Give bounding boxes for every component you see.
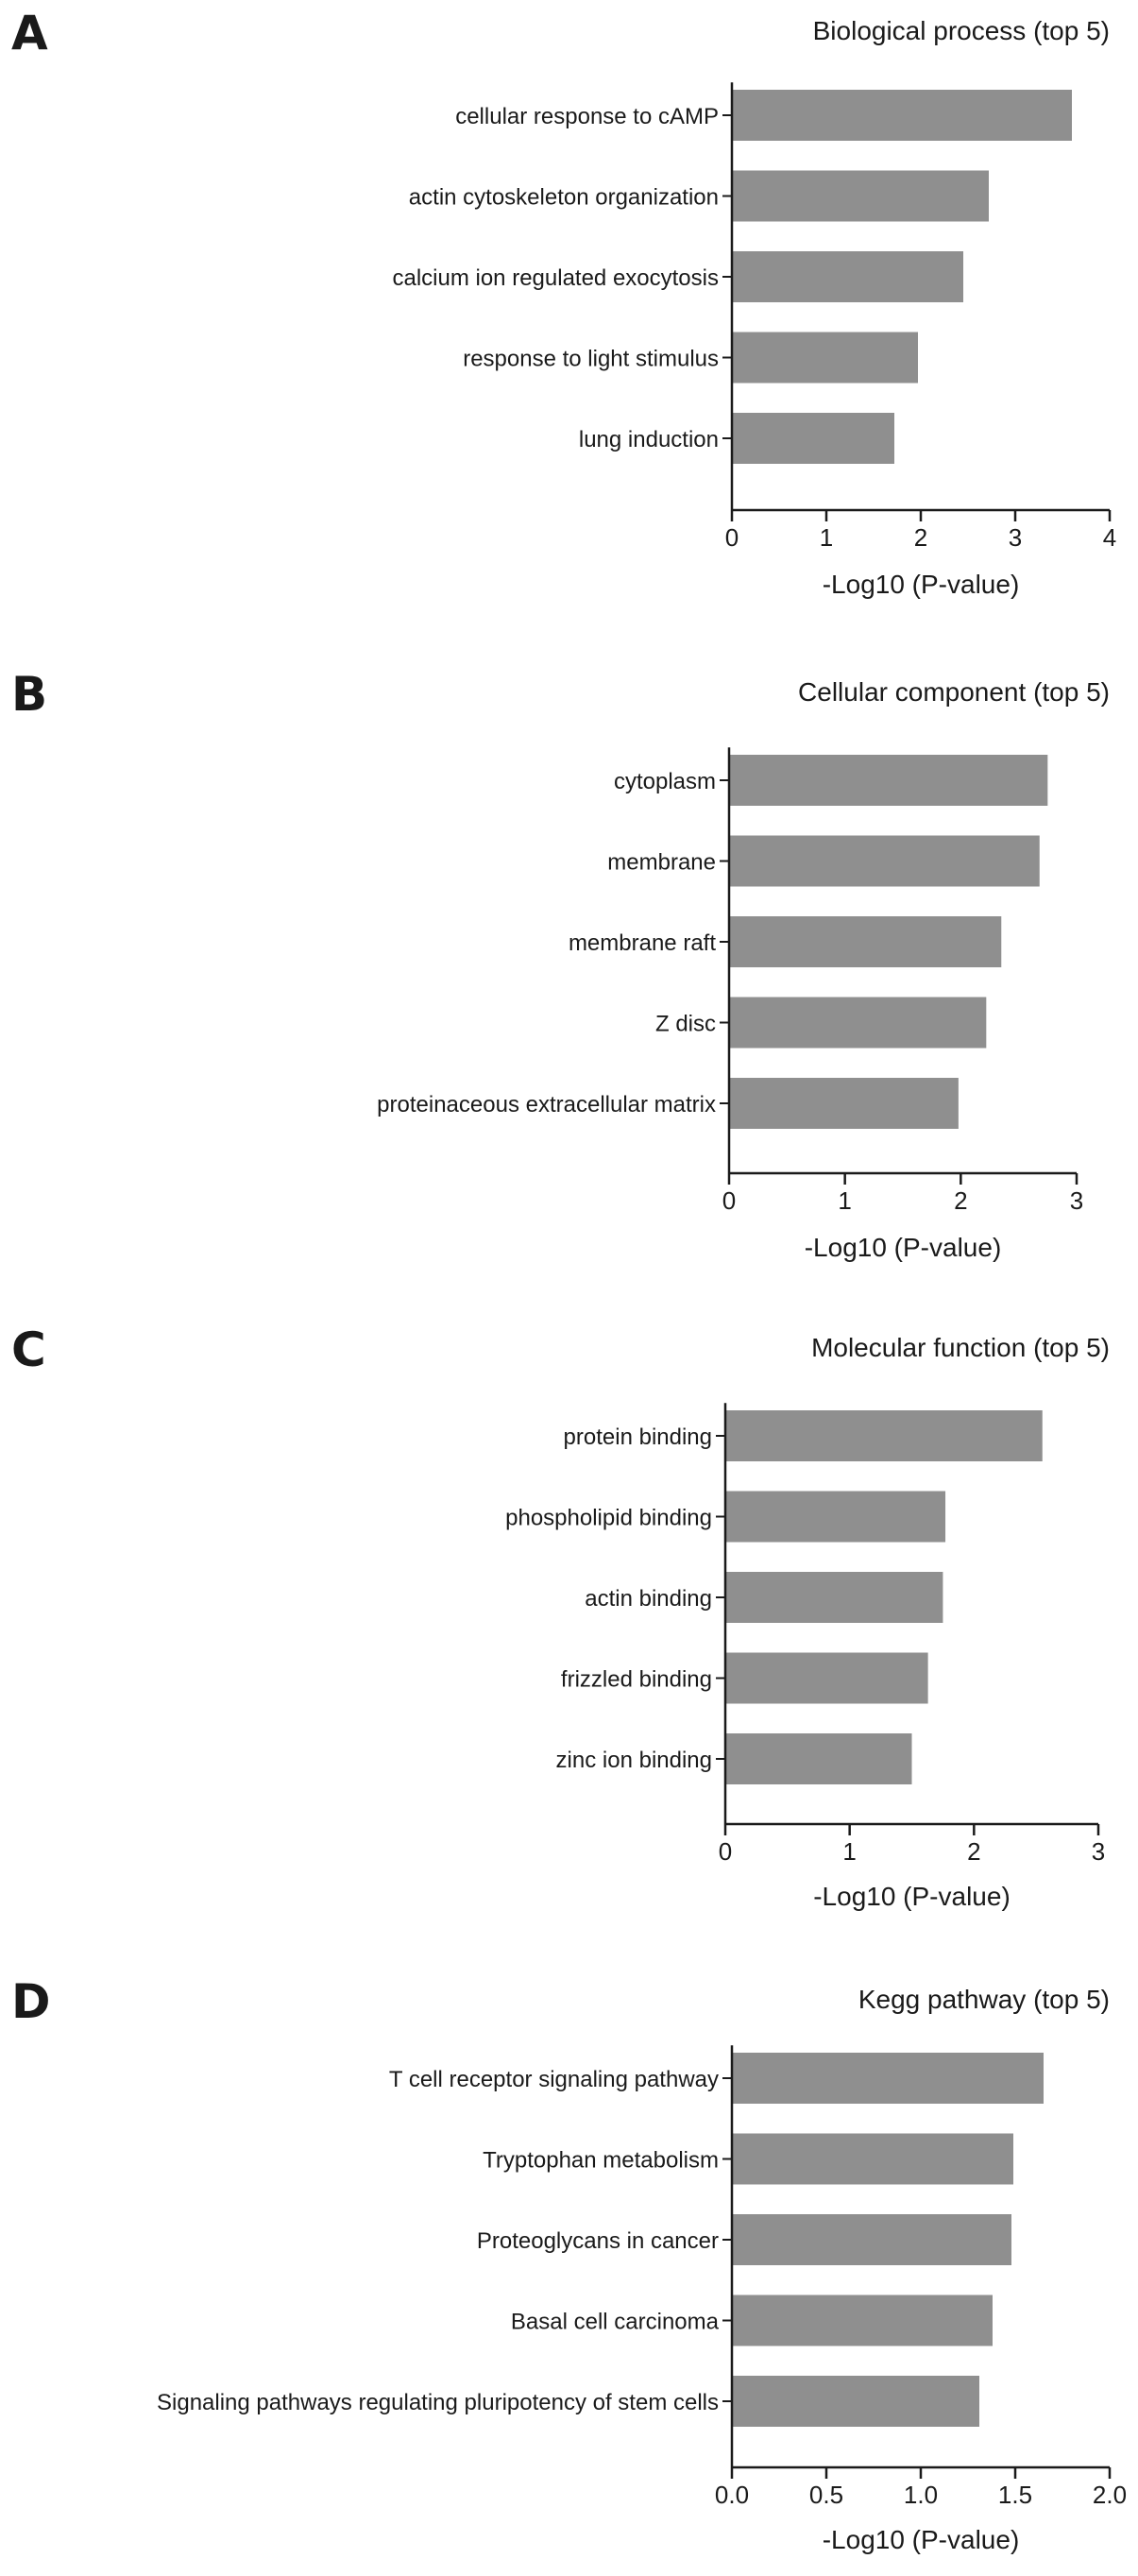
bar <box>732 2376 979 2427</box>
x-tick-label: 0 <box>725 523 739 552</box>
bar <box>725 1733 912 1784</box>
x-tick-label: 2 <box>954 1186 967 1215</box>
category-label: Basal cell carcinoma <box>511 2310 720 2335</box>
x-tick-label: 1 <box>820 523 833 552</box>
bar <box>725 1652 928 1704</box>
x-tick-label: 1 <box>838 1186 851 1215</box>
bar <box>732 170 989 222</box>
category-label: T cell receptor signaling pathway <box>389 2067 719 2092</box>
panel-letter: D <box>11 1974 51 2029</box>
x-tick-label: 2.0 <box>1093 2481 1127 2509</box>
x-tick-label: 0 <box>719 1837 732 1866</box>
bar <box>725 1572 943 1623</box>
category-label: membrane raft <box>569 930 716 956</box>
chart-title: Molecular function (top 5) <box>811 1333 1110 1362</box>
x-axis-label: -Log10 (P-value) <box>823 2525 1020 2554</box>
bar <box>732 413 894 464</box>
category-label: actin binding <box>585 1586 712 1612</box>
bar <box>729 835 1040 887</box>
panel-letter: C <box>11 1322 46 1377</box>
bar <box>732 2053 1044 2104</box>
category-label: actin cytoskeleton organization <box>409 185 719 211</box>
category-label: zinc ion binding <box>556 1748 712 1773</box>
chart-title: Kegg pathway (top 5) <box>858 1985 1110 2014</box>
x-tick-label: 0 <box>722 1186 736 1215</box>
panel-letter: B <box>11 667 47 722</box>
x-tick-label: 2 <box>967 1837 980 1866</box>
chart-title: Cellular component (top 5) <box>798 677 1110 707</box>
category-label: membrane <box>607 850 716 876</box>
panel-letter: A <box>11 6 48 60</box>
category-label: frizzled binding <box>561 1667 712 1693</box>
x-tick-label: 3 <box>1009 523 1022 552</box>
category-label: lung induction <box>579 427 719 452</box>
chart-title: Biological process (top 5) <box>813 16 1110 45</box>
category-label: Proteoglycans in cancer <box>477 2228 719 2254</box>
bar <box>725 1410 1043 1461</box>
bar <box>729 755 1048 806</box>
category-label: cytoplasm <box>614 769 716 794</box>
category-label: cellular response to cAMP <box>455 104 719 129</box>
category-label: protein binding <box>564 1424 712 1450</box>
x-tick-label: 0.0 <box>715 2481 749 2509</box>
x-tick-label: 0.5 <box>809 2481 843 2509</box>
bar <box>729 997 987 1049</box>
bar <box>732 90 1072 141</box>
x-tick-label: 2 <box>914 523 927 552</box>
x-tick-label: 1.0 <box>904 2481 938 2509</box>
bar <box>725 1491 946 1543</box>
x-axis-label: -Log10 (P-value) <box>823 570 1020 599</box>
bar <box>732 2133 1013 2185</box>
category-label: Tryptophan metabolism <box>483 2148 719 2174</box>
x-tick-label: 1.5 <box>998 2481 1032 2509</box>
bar <box>729 1078 959 1129</box>
category-label: calcium ion regulated exocytosis <box>392 265 719 291</box>
category-label: phospholipid binding <box>505 1506 712 1531</box>
x-tick-label: 3 <box>1070 1186 1083 1215</box>
x-tick-label: 1 <box>842 1837 856 1866</box>
x-axis-label: -Log10 (P-value) <box>805 1233 1002 1262</box>
category-label: Z disc <box>655 1012 716 1037</box>
bar <box>732 2214 1011 2265</box>
category-label: Signaling pathways regulating pluripoten… <box>157 2390 719 2415</box>
x-tick-label: 4 <box>1103 523 1116 552</box>
bar <box>732 2295 993 2346</box>
category-label: proteinaceous extracellular matrix <box>377 1092 716 1117</box>
bar <box>729 916 1002 967</box>
category-label: response to light stimulus <box>463 347 719 372</box>
x-tick-label: 3 <box>1092 1837 1105 1866</box>
x-axis-label: -Log10 (P-value) <box>813 1882 1011 1911</box>
bar <box>732 332 918 384</box>
bar <box>732 251 963 302</box>
